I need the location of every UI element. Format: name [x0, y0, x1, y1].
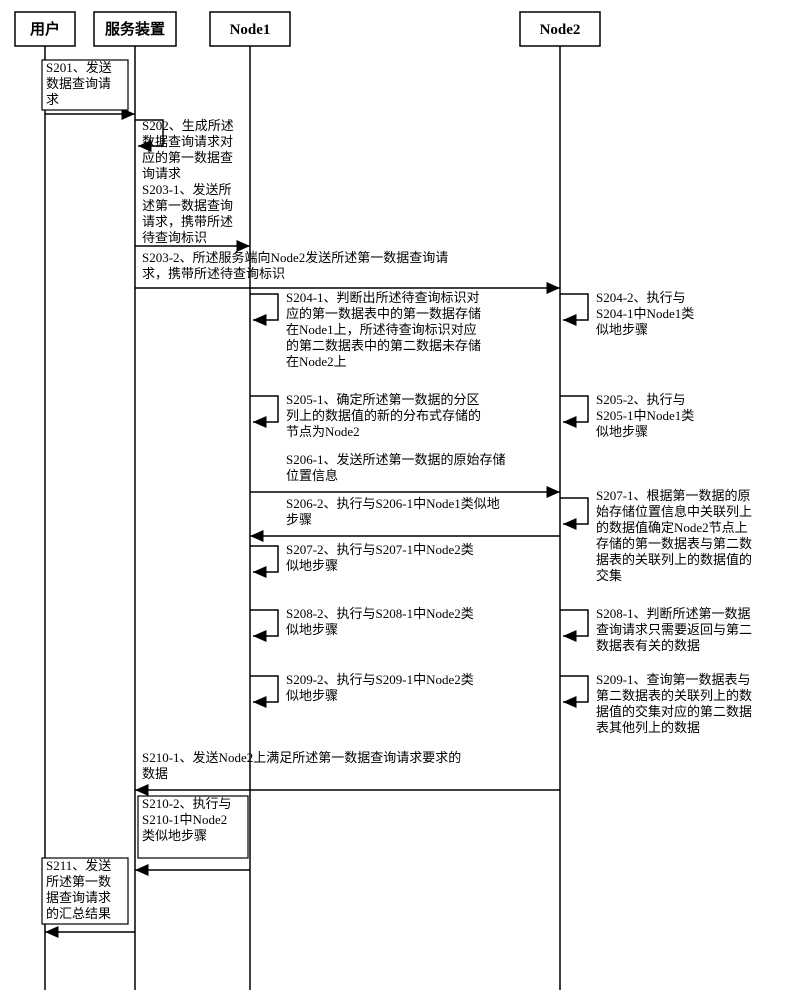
msg-text-s204-1: 应的第一数据表中的第一数据存储 [286, 306, 481, 321]
msg-text-s205-1: 节点为Node2 [286, 424, 360, 439]
msg-text-s210-2: 类似地步骤 [142, 828, 207, 843]
msg-text-s209-1: 表其他列上的数据 [596, 720, 700, 735]
msg-text-s210-2: S210-1中Node2 [142, 812, 227, 827]
msg-text-s205-1: S205-1、确定所述第一数据的分区 [286, 392, 480, 407]
msg-text-s205-2: S205-1中Node1类 [596, 408, 694, 423]
msg-text-s204-2: S204-2、执行与 [596, 290, 686, 305]
msg-text-s204-1: 在Node2上 [286, 354, 347, 369]
selfloop-s204-2 [560, 294, 588, 320]
msg-text-s210-2: S210-2、执行与 [142, 796, 232, 811]
msg-text-s204-1: 在Node1上，所述待查询标识对应 [286, 322, 477, 337]
msg-text-s208-2: 似地步骤 [286, 622, 338, 637]
msg-text-s203-1: 待查询标识 [142, 230, 207, 245]
msg-text-s207-1: 据表的关联列上的数据值的 [596, 552, 752, 567]
msg-text-s210-1: S210-1、发送Node2上满足所述第一数据查询请求要求的 [142, 750, 461, 765]
selfloop-s208-1 [560, 610, 588, 636]
msg-text-s202: 应的第一数据查 [142, 150, 233, 165]
msg-text-s205-1: 列上的数据值的新的分布式存储的 [286, 408, 481, 423]
msg-text-s208-1: 查询请求只需要返回与第二 [596, 622, 752, 637]
selfloop-s209-2 [250, 676, 278, 702]
lifeline-label-svc: 服务装置 [105, 20, 165, 38]
selfloop-s207-2 [250, 546, 278, 572]
msg-text-s211: 据查询请求 [46, 890, 111, 905]
msg-text-s208-2: S208-2、执行与S208-1中Node2类 [286, 606, 474, 621]
msg-text-s206-1: 位置信息 [286, 468, 338, 483]
msg-text-s207-2: S207-2、执行与S207-1中Node2类 [286, 542, 474, 557]
msg-text-s206-2: 步骤 [286, 512, 312, 527]
msg-text-s210-1: 数据 [142, 766, 168, 781]
msg-text-s203-2: 求，携带所述待查询标识 [142, 266, 285, 281]
msg-text-s204-2: 似地步骤 [596, 322, 648, 337]
msg-text-s209-2: 似地步骤 [286, 688, 338, 703]
msg-text-s208-1: 数据表有关的数据 [596, 638, 700, 653]
lifeline-label-node1: Node1 [230, 22, 271, 38]
msg-text-s201: 求 [46, 92, 59, 107]
msg-text-s204-1: 的第二数据表中的第二数据未存储 [286, 338, 481, 353]
msg-text-s205-2: 似地步骤 [596, 424, 648, 439]
selfloop-s204-1 [250, 294, 278, 320]
msg-text-s209-2: S209-2、执行与S209-1中Node2类 [286, 672, 474, 687]
msg-text-s211: 的汇总结果 [46, 906, 111, 921]
msg-text-s207-1: 始存储位置信息中关联列上 [596, 504, 752, 519]
msg-text-s211: S211、发送 [46, 858, 111, 873]
msg-text-s204-2: S204-1中Node1类 [596, 306, 694, 321]
selfloop-s205-2 [560, 396, 588, 422]
msg-text-s203-1: S203-1、发送所 [142, 182, 232, 197]
msg-text-s203-2: S203-2、所述服务端向Node2发送所述第一数据查询请 [142, 250, 448, 265]
msg-text-s201: S201、发送 [46, 60, 112, 75]
msg-text-s202: 数据查询请求对 [142, 134, 233, 149]
msg-text-s203-1: 述第一数据查询 [142, 198, 233, 213]
msg-text-s207-1: 交集 [596, 568, 622, 583]
msg-text-s206-2: S206-2、执行与S206-1中Node1类似地 [286, 496, 500, 511]
msg-text-s202: 询请求 [142, 166, 181, 181]
selfloop-s205-1 [250, 396, 278, 422]
selfloop-s209-1 [560, 676, 588, 702]
lifeline-label-node2: Node2 [540, 22, 581, 38]
msg-text-s205-2: S205-2、执行与 [596, 392, 686, 407]
msg-text-s208-1: S208-1、判断所述第一数据 [596, 606, 751, 621]
msg-text-s206-1: S206-1、发送所述第一数据的原始存储 [286, 452, 506, 467]
msg-text-s207-1: 存储的第一数据表与第二数 [596, 536, 752, 551]
msg-text-s204-1: S204-1、判断出所述待查询标识对 [286, 290, 480, 305]
msg-text-s209-1: S209-1、查询第一数据表与 [596, 672, 751, 687]
msg-text-s203-1: 请求，携带所述 [142, 214, 233, 229]
msg-text-s209-1: 第二数据表的关联列上的数 [596, 688, 752, 703]
msg-text-s207-1: 的数据值确定Node2节点上 [596, 520, 748, 535]
selfloop-s207-1 [560, 498, 588, 524]
msg-text-s201: 数据查询请 [46, 76, 111, 91]
selfloop-s208-2 [250, 610, 278, 636]
msg-text-s207-1: S207-1、根据第一数据的原 [596, 488, 751, 503]
msg-text-s211: 所述第一数 [46, 874, 111, 889]
msg-text-s209-1: 据值的交集对应的第二数据 [596, 704, 752, 719]
msg-text-s207-2: 似地步骤 [286, 558, 338, 573]
lifeline-label-user: 用户 [30, 20, 60, 38]
msg-text-s202: S202、生成所述 [142, 118, 234, 133]
